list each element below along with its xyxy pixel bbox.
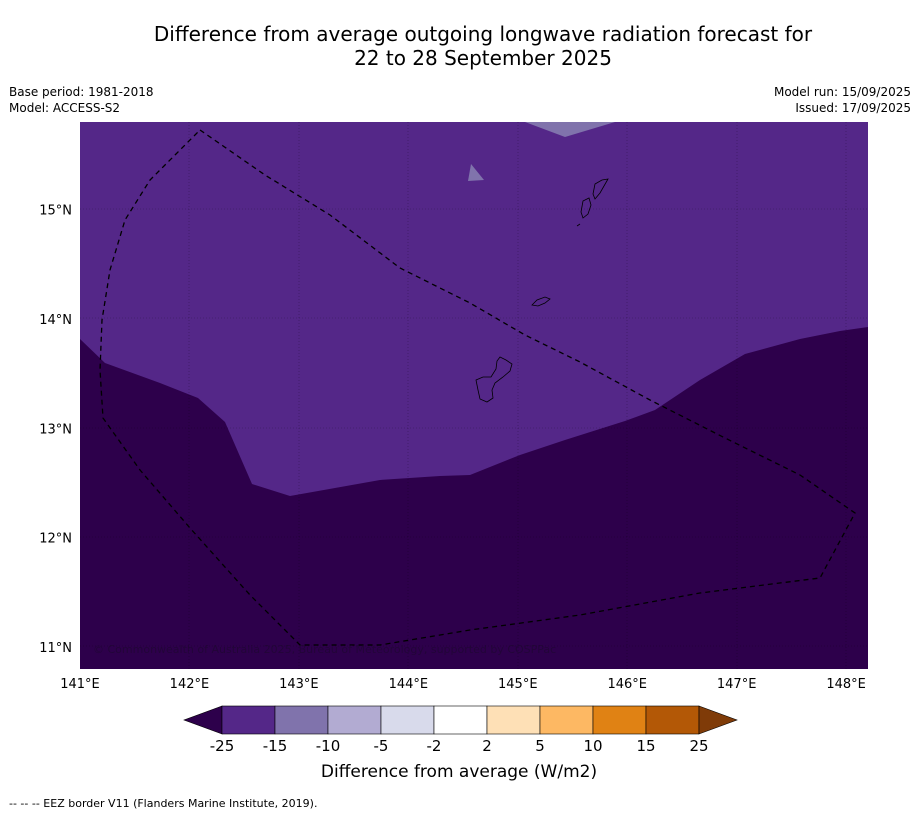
colorbar-swatch [433, 705, 488, 735]
lon-tick-label: 144°E [389, 677, 429, 692]
colorbar-swatch [539, 705, 594, 735]
colorbar-swatch [380, 705, 435, 735]
lon-tick-label: 142°E [170, 677, 210, 692]
island-aguijan [576, 223, 581, 227]
map-title: Difference from average outgoing longwav… [153, 22, 813, 70]
colorbar: -25 -15 -10 -5 -2 2 5 10 15 25 [183, 705, 738, 755]
lat-tick-label: 14°N [39, 313, 72, 328]
model-label: Model: ACCESS-S2 [9, 101, 121, 115]
colorbar-tick-label: 2 [482, 737, 492, 755]
anomaly-region-15-to-10 [525, 122, 615, 137]
lat-tick-label: 11°N [39, 641, 72, 656]
colorbar-tick-label: 25 [689, 737, 708, 755]
colorbar-tick-label: -5 [374, 737, 389, 755]
map-plot-area: © Commonwealth of Australia 2025, Bureau… [80, 122, 868, 669]
longitude-tick-labels: 141°E 142°E 143°E 144°E 145°E 146°E 147°E 148°E [60, 677, 866, 692]
colorbar-title: Difference from average (W/m2) [321, 762, 597, 782]
colorbar-tick-label: -25 [210, 737, 235, 755]
colorbar-swatch [486, 705, 541, 735]
colorbar-tick-label: 15 [636, 737, 655, 755]
lon-tick-label: 148°E [826, 677, 866, 692]
colorbar-tick-label: 5 [535, 737, 545, 755]
eez-footnote: -- -- -- EEZ border V11 (Flanders Marine… [9, 797, 318, 810]
colorbar-over-arrow [698, 705, 738, 735]
anomaly-region-15-to-10-patch [468, 164, 484, 181]
colorbar-tick-label: -15 [263, 737, 288, 755]
issued-label: Issued: 17/09/2025 [795, 101, 911, 115]
lon-tick-label: 145°E [498, 677, 538, 692]
base-period-label: Base period: 1981-2018 [9, 85, 154, 99]
model-run-label: Model run: 15/09/2025 [773, 85, 911, 99]
lon-tick-label: 143°E [279, 677, 319, 692]
colorbar-under-arrow [183, 705, 223, 735]
colorbar-tick-label: 10 [583, 737, 602, 755]
island-tinian [580, 197, 592, 219]
islands [475, 178, 609, 403]
island-rota [531, 296, 551, 307]
island-guam [475, 356, 513, 403]
lon-tick-label: 141°E [60, 677, 100, 692]
lat-tick-label: 13°N [39, 422, 72, 437]
lon-tick-label: 147°E [717, 677, 757, 692]
anomaly-region-25-to-15 [80, 122, 868, 496]
run-info: Model run: 15/09/2025 Issued: 17/09/2025 [774, 84, 911, 116]
lat-tick-label: 12°N [39, 532, 72, 547]
gridlines [80, 122, 868, 669]
lon-tick-label: 146°E [607, 677, 647, 692]
map-figure: © Commonwealth of Australia 2025, Bureau… [39, 122, 868, 782]
colorbar-swatch [274, 705, 329, 735]
eez-border [99, 129, 856, 646]
model-info: Base period: 1981-2018 Model: ACCESS-S2 [9, 84, 154, 116]
copyright-notice: © Commonwealth of Australia 2025, Bureau… [93, 643, 556, 656]
colorbar-swatch [592, 705, 647, 735]
colorbar-swatch [221, 705, 276, 735]
colorbar-tick-label: -2 [427, 737, 442, 755]
colorbar-tick-label: -10 [316, 737, 341, 755]
latitude-tick-labels: 15°N 14°N 13°N 12°N 11°N [39, 204, 72, 657]
lat-tick-label: 15°N [39, 204, 72, 219]
colorbar-swatch [645, 705, 700, 735]
colorbar-swatch [327, 705, 382, 735]
island-saipan [592, 178, 609, 200]
